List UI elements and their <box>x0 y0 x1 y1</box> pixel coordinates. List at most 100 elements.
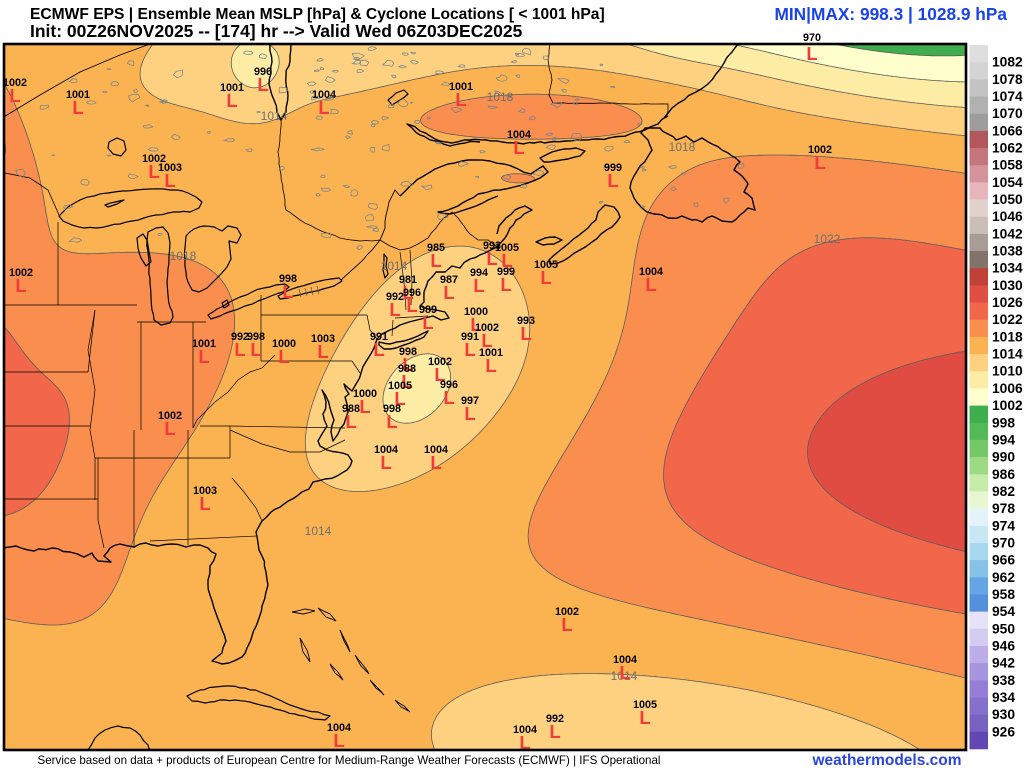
svg-text:992: 992 <box>386 291 404 303</box>
svg-text:Service based on data + produc: Service based on data + products of Euro… <box>37 754 660 767</box>
svg-text:1004: 1004 <box>374 444 398 456</box>
svg-text:L: L <box>513 137 524 158</box>
svg-text:1002: 1002 <box>992 398 1023 413</box>
svg-text:998: 998 <box>279 273 297 285</box>
svg-text:989: 989 <box>419 304 437 316</box>
svg-text:1002: 1002 <box>9 267 33 279</box>
svg-text:986: 986 <box>992 467 1015 482</box>
svg-text:1006: 1006 <box>992 381 1023 396</box>
svg-text:981: 981 <box>399 274 417 286</box>
svg-text:L: L <box>500 274 511 295</box>
svg-text:L: L <box>430 452 441 473</box>
svg-text:1070: 1070 <box>992 106 1023 121</box>
svg-text:1003: 1003 <box>158 162 182 174</box>
svg-text:1005: 1005 <box>388 380 412 392</box>
svg-text:ECMWF EPS | Ensemble Mean MSLP: ECMWF EPS | Ensemble Mean MSLP [hPa] & C… <box>30 6 605 23</box>
svg-text:966: 966 <box>992 553 1015 568</box>
svg-text:1001: 1001 <box>449 81 473 93</box>
svg-text:L: L <box>250 339 261 360</box>
svg-text:L: L <box>345 411 356 432</box>
svg-text:L: L <box>373 339 384 360</box>
svg-text:L: L <box>464 403 475 424</box>
svg-text:982: 982 <box>992 484 1015 499</box>
svg-text:1000: 1000 <box>464 306 488 318</box>
svg-text:996: 996 <box>440 379 458 391</box>
svg-text:1004: 1004 <box>312 89 336 101</box>
svg-text:1022: 1022 <box>992 312 1023 327</box>
svg-text:991: 991 <box>370 331 388 343</box>
svg-text:1002: 1002 <box>475 322 499 334</box>
svg-text:weathermodels.com: weathermodels.com <box>811 752 961 768</box>
svg-text:934: 934 <box>992 690 1015 705</box>
svg-text:1018: 1018 <box>669 140 696 154</box>
svg-text:999: 999 <box>604 162 622 174</box>
svg-text:L: L <box>164 170 175 191</box>
svg-text:974: 974 <box>992 518 1015 533</box>
svg-text:L: L <box>226 90 237 111</box>
svg-text:994: 994 <box>470 267 488 279</box>
svg-text:958: 958 <box>992 587 1015 602</box>
svg-text:L: L <box>359 396 370 417</box>
svg-text:L: L <box>434 364 445 385</box>
svg-text:L: L <box>422 312 433 333</box>
svg-text:1014: 1014 <box>381 259 408 273</box>
svg-text:992: 992 <box>546 713 564 725</box>
svg-text:1005: 1005 <box>633 699 657 711</box>
svg-text:L: L <box>443 387 454 408</box>
svg-text:L: L <box>430 250 441 271</box>
svg-text:L: L <box>481 330 492 351</box>
svg-text:L: L <box>806 43 817 64</box>
svg-text:L: L <box>619 662 630 683</box>
svg-text:1004: 1004 <box>639 266 663 278</box>
svg-text:L: L <box>520 323 531 344</box>
svg-text:1001: 1001 <box>220 82 244 94</box>
svg-text:996: 996 <box>403 287 421 299</box>
svg-text:1038: 1038 <box>992 244 1023 259</box>
svg-text:1034: 1034 <box>992 261 1023 276</box>
svg-text:1004: 1004 <box>507 129 531 141</box>
svg-text:L: L <box>486 248 497 269</box>
svg-text:997: 997 <box>461 395 479 407</box>
svg-text:1004: 1004 <box>327 722 351 734</box>
svg-text:950: 950 <box>992 621 1015 636</box>
svg-text:938: 938 <box>992 673 1015 688</box>
svg-text:L: L <box>72 97 83 118</box>
svg-text:L: L <box>540 267 551 288</box>
svg-text:1050: 1050 <box>992 192 1023 207</box>
svg-text:L: L <box>257 74 268 95</box>
svg-text:1000: 1000 <box>353 388 377 400</box>
svg-text:991: 991 <box>461 331 479 343</box>
svg-text:1082: 1082 <box>992 55 1023 70</box>
svg-text:L: L <box>485 355 496 376</box>
svg-text:L: L <box>389 299 400 320</box>
svg-text:1001: 1001 <box>479 347 503 359</box>
svg-text:1000: 1000 <box>272 338 296 350</box>
svg-text:962: 962 <box>992 570 1015 585</box>
svg-text:L: L <box>645 274 656 295</box>
svg-text:L: L <box>402 282 413 303</box>
svg-text:992: 992 <box>231 331 249 343</box>
svg-text:996: 996 <box>254 66 272 78</box>
svg-text:L: L <box>333 730 344 751</box>
svg-text:L: L <box>278 346 289 367</box>
svg-text:930: 930 <box>992 707 1015 722</box>
svg-text:1026: 1026 <box>992 295 1023 310</box>
svg-text:L: L <box>639 707 650 728</box>
svg-text:1002: 1002 <box>428 356 452 368</box>
svg-text:1018: 1018 <box>487 90 514 104</box>
svg-text:1058: 1058 <box>992 158 1023 173</box>
svg-text:990: 990 <box>992 450 1015 465</box>
svg-text:L: L <box>402 354 413 375</box>
svg-text:Init: 00Z26NOV2025 -- [174] hr: Init: 00Z26NOV2025 -- [174] hr --> Valid… <box>30 21 523 41</box>
svg-text:978: 978 <box>992 501 1015 516</box>
svg-text:942: 942 <box>992 656 1015 671</box>
svg-text:946: 946 <box>992 639 1015 654</box>
svg-text:988: 988 <box>342 403 360 415</box>
svg-text:L: L <box>443 282 454 303</box>
svg-text:999: 999 <box>497 266 515 278</box>
svg-text:L: L <box>470 314 481 335</box>
svg-text:L: L <box>464 339 475 360</box>
svg-text:1062: 1062 <box>992 141 1023 156</box>
svg-text:L: L <box>406 295 417 316</box>
svg-text:L: L <box>234 339 245 360</box>
